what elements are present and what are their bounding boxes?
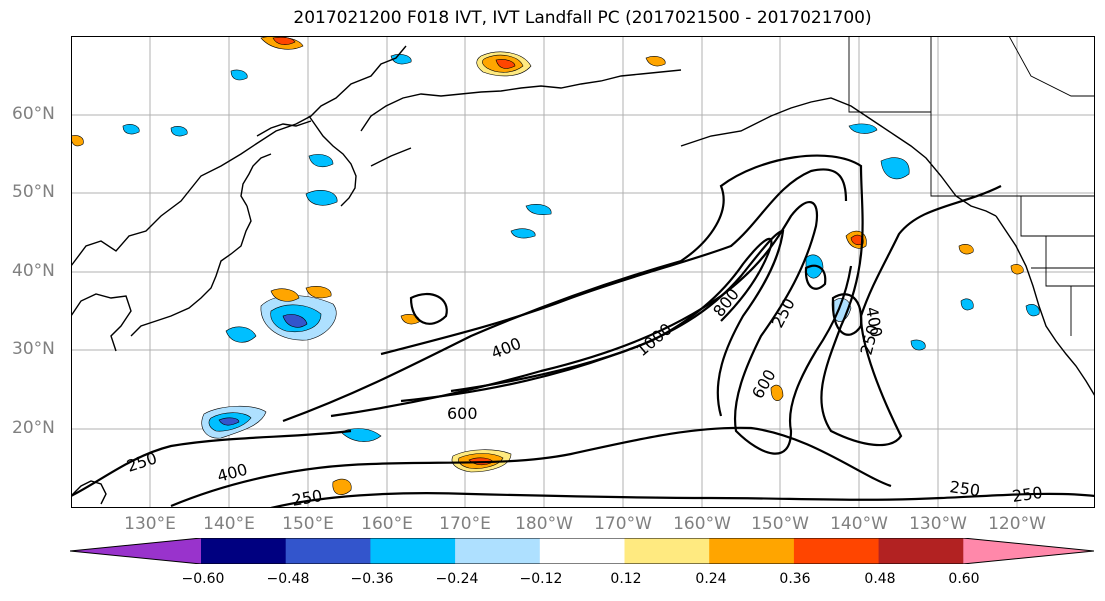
lon-label-160e: 160°E	[361, 514, 413, 534]
map-panel: 400 1000 800 250 400 250 600 600 250 400…	[71, 36, 1095, 508]
lat-label-60n: 60°N	[12, 104, 55, 124]
lon-label-170w: 170°W	[594, 514, 652, 534]
colorbar-tick-label: 0.24	[695, 571, 727, 587]
lon-label-170e: 170°E	[439, 514, 491, 534]
lat-label-30n: 30°N	[12, 339, 55, 359]
colorbar-swatch	[793, 538, 880, 564]
lon-label-160w: 160°W	[673, 514, 731, 534]
colorbar-tick-label: −0.36	[350, 571, 394, 587]
lon-label-150e: 150°E	[282, 514, 334, 534]
lon-label-130e: 130°E	[124, 514, 176, 534]
colorbar-tick-label: 0.12	[610, 571, 642, 587]
colorbar-tick-label: −0.24	[435, 571, 479, 587]
colorbar-swatch	[370, 538, 456, 564]
colorbar-swatch	[539, 538, 625, 564]
colorbar-tick-label: −0.12	[519, 571, 563, 587]
lat-label-40n: 40°N	[12, 261, 55, 281]
colorbar-swatch	[878, 538, 964, 564]
ivt-contour-label: 600	[447, 404, 478, 423]
lon-label-140e: 140°E	[203, 514, 255, 534]
colorbar-swatch	[70, 538, 201, 564]
colorbar-tick-label: 0.36	[779, 571, 811, 587]
lat-label-50n: 50°N	[12, 182, 55, 202]
colorbar-swatch	[285, 538, 371, 564]
coastlines	[71, 45, 1095, 505]
ivt-contour-label: 250	[948, 477, 981, 500]
map-title: 2017021200 F018 IVT, IVT Landfall PC (20…	[293, 8, 872, 28]
colorbar-tick-label: 0.60	[948, 571, 980, 587]
colorbar-swatch	[455, 538, 541, 564]
colorbar-swatch	[709, 538, 795, 564]
lon-label-150w: 150°W	[751, 514, 809, 534]
colorbar-tick-label: −0.60	[181, 571, 225, 587]
colorbar-swatch	[201, 538, 287, 564]
pc-shading	[71, 36, 1040, 495]
lon-label-130w: 130°W	[909, 514, 967, 534]
lat-label-20n: 20°N	[12, 418, 55, 438]
colorbar	[70, 538, 1094, 564]
colorbar-swatch	[624, 538, 710, 564]
ivt-contour-label: 250	[290, 486, 323, 508]
lon-label-140w: 140°W	[830, 514, 888, 534]
colorbar-swatch	[963, 538, 1094, 564]
colorbar-tick-label: −0.48	[266, 571, 310, 587]
lon-label-120w: 120°W	[988, 514, 1046, 534]
state-borders	[848, 36, 1095, 336]
colorbar-tick-label: 0.48	[864, 571, 896, 587]
lon-label-180w: 180°W	[515, 514, 573, 534]
ivt-contours	[71, 154, 1095, 508]
ivt-contour-label: 250	[1011, 483, 1044, 506]
